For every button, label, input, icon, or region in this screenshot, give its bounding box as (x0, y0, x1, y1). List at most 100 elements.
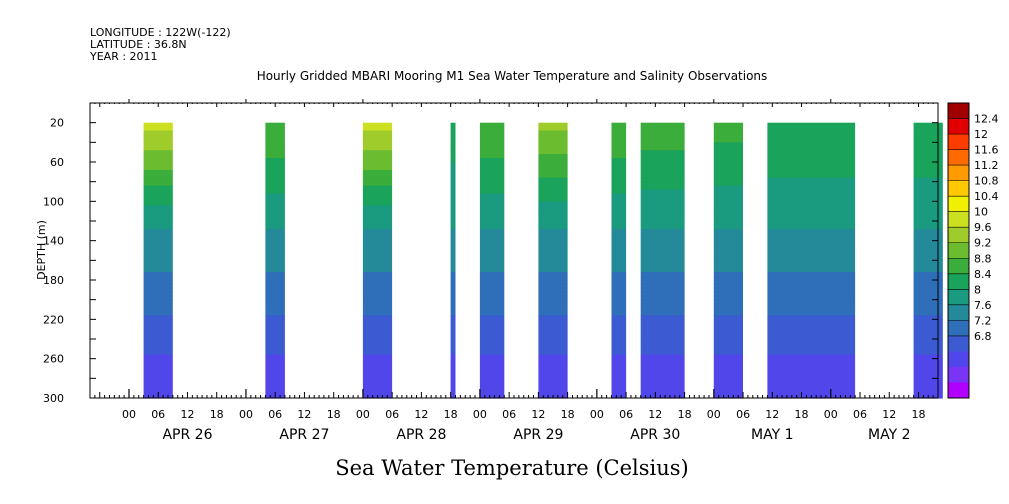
heatmap-cell (362, 303, 393, 309)
year-label: YEAR : 2011 (89, 50, 158, 63)
heatmap-cell (265, 315, 285, 320)
day-label: APR 28 (396, 427, 446, 443)
heatmap-cell (450, 272, 456, 277)
heatmap-cell (362, 346, 393, 352)
heatmap-cell (538, 162, 568, 167)
heatmap-cell (611, 354, 627, 360)
x-tick-label: 12 (648, 408, 662, 421)
heatmap-cell (538, 150, 568, 155)
heatmap-cell (640, 142, 685, 147)
heatmap-cell (913, 224, 943, 230)
x-tick-label: 00 (590, 408, 604, 421)
heatmap-cell (767, 366, 856, 371)
colorbar-swatch (948, 366, 969, 383)
heatmap-cell (479, 319, 505, 324)
heatmap-cell (538, 378, 568, 383)
heatmap-cell (640, 342, 685, 348)
heatmap-cell (713, 319, 743, 324)
heatmap-cell (362, 311, 393, 316)
heatmap-cell (265, 205, 285, 210)
heatmap-cell (362, 350, 393, 356)
heatmap-cell (265, 283, 285, 289)
heatmap-cell (143, 268, 173, 273)
heatmap-cell (767, 165, 856, 171)
heatmap-cell (913, 126, 943, 132)
heatmap-cell (143, 339, 173, 344)
heatmap-cell (143, 342, 173, 348)
heatmap-cell (362, 193, 393, 198)
heatmap-cell (767, 370, 856, 375)
colorbar-label: 8.4 (974, 268, 992, 281)
heatmap-cell (640, 154, 685, 159)
heatmap-cell (538, 256, 568, 261)
heatmap-cell (640, 173, 685, 179)
heatmap-cell (538, 303, 568, 309)
heatmap-cell (538, 181, 568, 187)
day-label: MAY 2 (868, 427, 910, 443)
heatmap-cell (143, 165, 173, 171)
heatmap-cell (538, 323, 568, 328)
heatmap-cell (450, 189, 456, 194)
heatmap-cell (143, 240, 173, 246)
heatmap-cell (640, 354, 685, 360)
heatmap-cell (767, 209, 856, 214)
heatmap-cell (640, 335, 685, 340)
heatmap-cell (538, 335, 568, 340)
heatmap-cell (640, 382, 685, 387)
heatmap-cell (913, 248, 943, 253)
heatmap-cell (143, 366, 173, 371)
x-tick-label: 18 (210, 408, 224, 421)
heatmap-cell (450, 150, 456, 155)
heatmap-cell (713, 256, 743, 261)
heatmap-cell (611, 327, 627, 332)
heatmap-cell (640, 201, 685, 206)
heatmap-cell (265, 276, 285, 281)
x-tick-label: 18 (912, 408, 926, 421)
x-tick-label: 00 (356, 408, 370, 421)
heatmap-cell (640, 138, 685, 143)
heatmap-cell (362, 244, 393, 250)
heatmap-cell (767, 244, 856, 250)
heatmap-cell (479, 185, 505, 191)
heatmap-cell (767, 291, 856, 297)
x-tick-label: 06 (619, 408, 633, 421)
colorbar-label: 11.2 (974, 159, 999, 172)
heatmap-cell (767, 213, 856, 218)
heatmap-cell (538, 158, 568, 163)
heatmap-cell (265, 291, 285, 297)
heatmap-cell (143, 327, 173, 332)
heatmap-cell (611, 169, 627, 175)
x-tick-label: 12 (531, 408, 545, 421)
heatmap-cell (713, 362, 743, 368)
heatmap-cell (538, 154, 568, 159)
observation-block (450, 122, 456, 399)
heatmap-cell (767, 319, 856, 324)
heatmap-cell (640, 209, 685, 214)
heatmap-cell (143, 350, 173, 356)
heatmap-cell (265, 346, 285, 352)
x-tick-label: 12 (882, 408, 896, 421)
x-tick-label: 06 (502, 408, 516, 421)
y-tick-label: 20 (50, 117, 64, 130)
heatmap-cell (611, 394, 627, 399)
heatmap-cell (767, 122, 856, 128)
heatmap-cell (611, 181, 627, 187)
heatmap-cell (713, 221, 743, 226)
heatmap-cell (143, 173, 173, 179)
heatmap-cell (767, 248, 856, 253)
heatmap-cell (479, 162, 505, 167)
heatmap-cell (265, 299, 285, 305)
heatmap-cell (640, 362, 685, 368)
observation-block (713, 122, 743, 399)
heatmap-cell (611, 335, 627, 340)
heatmap-cell (713, 169, 743, 175)
heatmap-cell (713, 154, 743, 159)
heatmap-cell (611, 260, 627, 265)
heatmap-cell (362, 378, 393, 383)
heatmap-cell (450, 162, 456, 167)
heatmap-cell (713, 358, 743, 364)
heatmap-cell (265, 162, 285, 167)
heatmap-cell (538, 382, 568, 387)
heatmap-cell (450, 236, 456, 242)
heatmap-cell (265, 232, 285, 238)
